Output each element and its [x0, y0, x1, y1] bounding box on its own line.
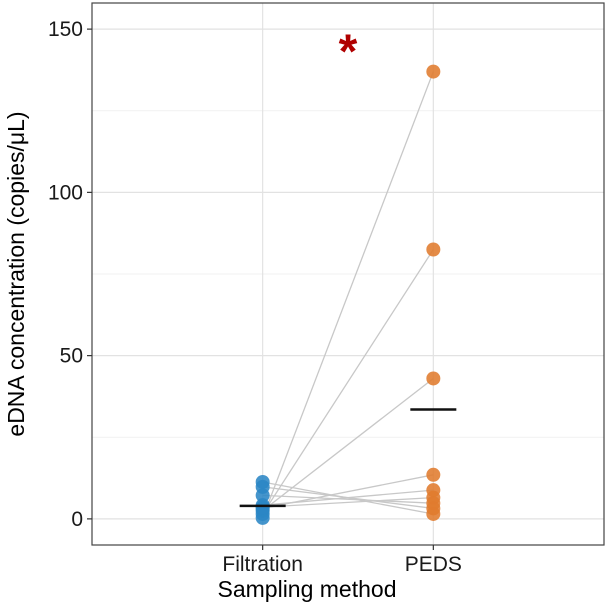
y-tick-label: 50 — [60, 345, 83, 368]
y-tick-label: 0 — [71, 508, 83, 531]
y-tick-label: 150 — [48, 18, 83, 41]
x-tick-label: Filtration — [222, 553, 303, 576]
filtration-point — [255, 500, 270, 515]
x-tick-label: PEDS — [405, 553, 462, 576]
panel-border — [91, 2, 605, 546]
grid — [92, 3, 604, 545]
pair-line — [262, 377, 434, 512]
filtration-point — [255, 474, 270, 489]
peds-point — [426, 506, 441, 521]
pair-line — [262, 249, 434, 515]
significance-marker: * — [339, 25, 358, 78]
x-axis: Filtration PEDS — [222, 545, 462, 576]
peds-point — [426, 64, 441, 79]
points — [255, 64, 441, 525]
pair-line — [262, 481, 434, 515]
peds-point — [426, 371, 441, 386]
peds-point — [426, 467, 441, 482]
y-axis: 0 50 100 150 — [48, 18, 92, 531]
y-axis-title: eDNA concentration (copies/μL) — [3, 111, 29, 436]
pair-line — [262, 497, 434, 508]
median-bars — [239, 408, 457, 508]
peds-point — [426, 242, 441, 257]
pair-line — [262, 494, 434, 504]
y-tick-label: 100 — [48, 181, 83, 204]
pair-line — [262, 71, 434, 519]
pair-lines — [262, 71, 434, 519]
x-axis-title: Sampling method — [218, 576, 397, 602]
